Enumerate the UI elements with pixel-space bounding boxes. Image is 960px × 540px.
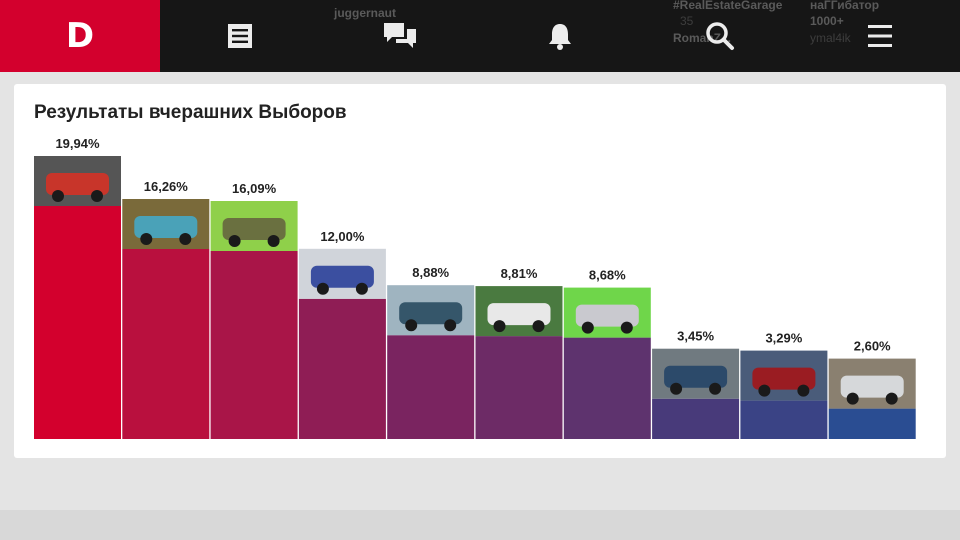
bar-chart: 19,94% 16,26% 16,09% 12,00% 8,88% 8,81% 8,68% 3… bbox=[34, 136, 916, 439]
data-label: 8,68% bbox=[589, 268, 626, 283]
background-text: juggernaut bbox=[334, 6, 396, 20]
car-photo-thumbnail[interactable] bbox=[387, 285, 475, 336]
bar bbox=[122, 249, 210, 439]
data-label: 12,00% bbox=[320, 229, 365, 244]
top-navigation-bar: D juggernaut #RealEstateGarage 35 RomanZ… bbox=[0, 0, 960, 72]
data-label: 3,45% bbox=[677, 329, 714, 344]
search-icon[interactable] bbox=[702, 18, 738, 54]
feed-list-icon[interactable] bbox=[222, 18, 258, 54]
data-label: 8,88% bbox=[412, 265, 449, 280]
background-text: #RealEstateGarage bbox=[673, 0, 783, 12]
car-photo-thumbnail[interactable] bbox=[122, 199, 210, 249]
data-label: 3,29% bbox=[765, 331, 802, 346]
data-label: 2,60% bbox=[854, 339, 891, 354]
chat-bubbles-icon[interactable] bbox=[382, 18, 418, 54]
bar bbox=[563, 337, 651, 439]
data-label: 16,26% bbox=[144, 179, 189, 194]
poll-results-card: Результаты вчерашних Выборов 19,94% 16,26… bbox=[14, 84, 946, 458]
bar bbox=[652, 398, 740, 439]
car-photo-thumbnail[interactable] bbox=[34, 156, 121, 206]
logo-letter: D bbox=[65, 16, 95, 56]
bell-icon[interactable] bbox=[542, 18, 578, 54]
bar bbox=[475, 336, 563, 439]
car-photo-thumbnail[interactable] bbox=[563, 287, 651, 338]
background-text: 35 bbox=[680, 14, 694, 28]
car-photo-thumbnail[interactable] bbox=[210, 201, 298, 251]
car-photo-thumbnail[interactable] bbox=[475, 286, 563, 337]
bar bbox=[740, 400, 828, 439]
hamburger-menu-icon[interactable] bbox=[862, 18, 898, 54]
bar bbox=[34, 206, 121, 439]
bar bbox=[828, 408, 916, 439]
car-photo-thumbnail[interactable] bbox=[828, 358, 916, 409]
data-label: 8,81% bbox=[501, 266, 538, 281]
footer-band bbox=[0, 510, 960, 540]
background-text: 1000+ bbox=[810, 14, 844, 28]
car-photo-thumbnail[interactable] bbox=[298, 248, 386, 299]
data-label: 16,09% bbox=[232, 181, 277, 196]
data-label: 19,94% bbox=[55, 136, 100, 151]
car-photo-thumbnail[interactable] bbox=[652, 348, 740, 399]
car-photo-thumbnail[interactable] bbox=[740, 350, 828, 401]
background-text: ymal4ik bbox=[810, 31, 851, 45]
site-logo[interactable]: D bbox=[0, 0, 160, 72]
background-text: наГГибатор bbox=[810, 0, 880, 12]
bar bbox=[298, 298, 386, 439]
bar bbox=[387, 335, 475, 439]
bar bbox=[210, 251, 298, 439]
chart-title: Результаты вчерашних Выборов bbox=[34, 102, 347, 123]
